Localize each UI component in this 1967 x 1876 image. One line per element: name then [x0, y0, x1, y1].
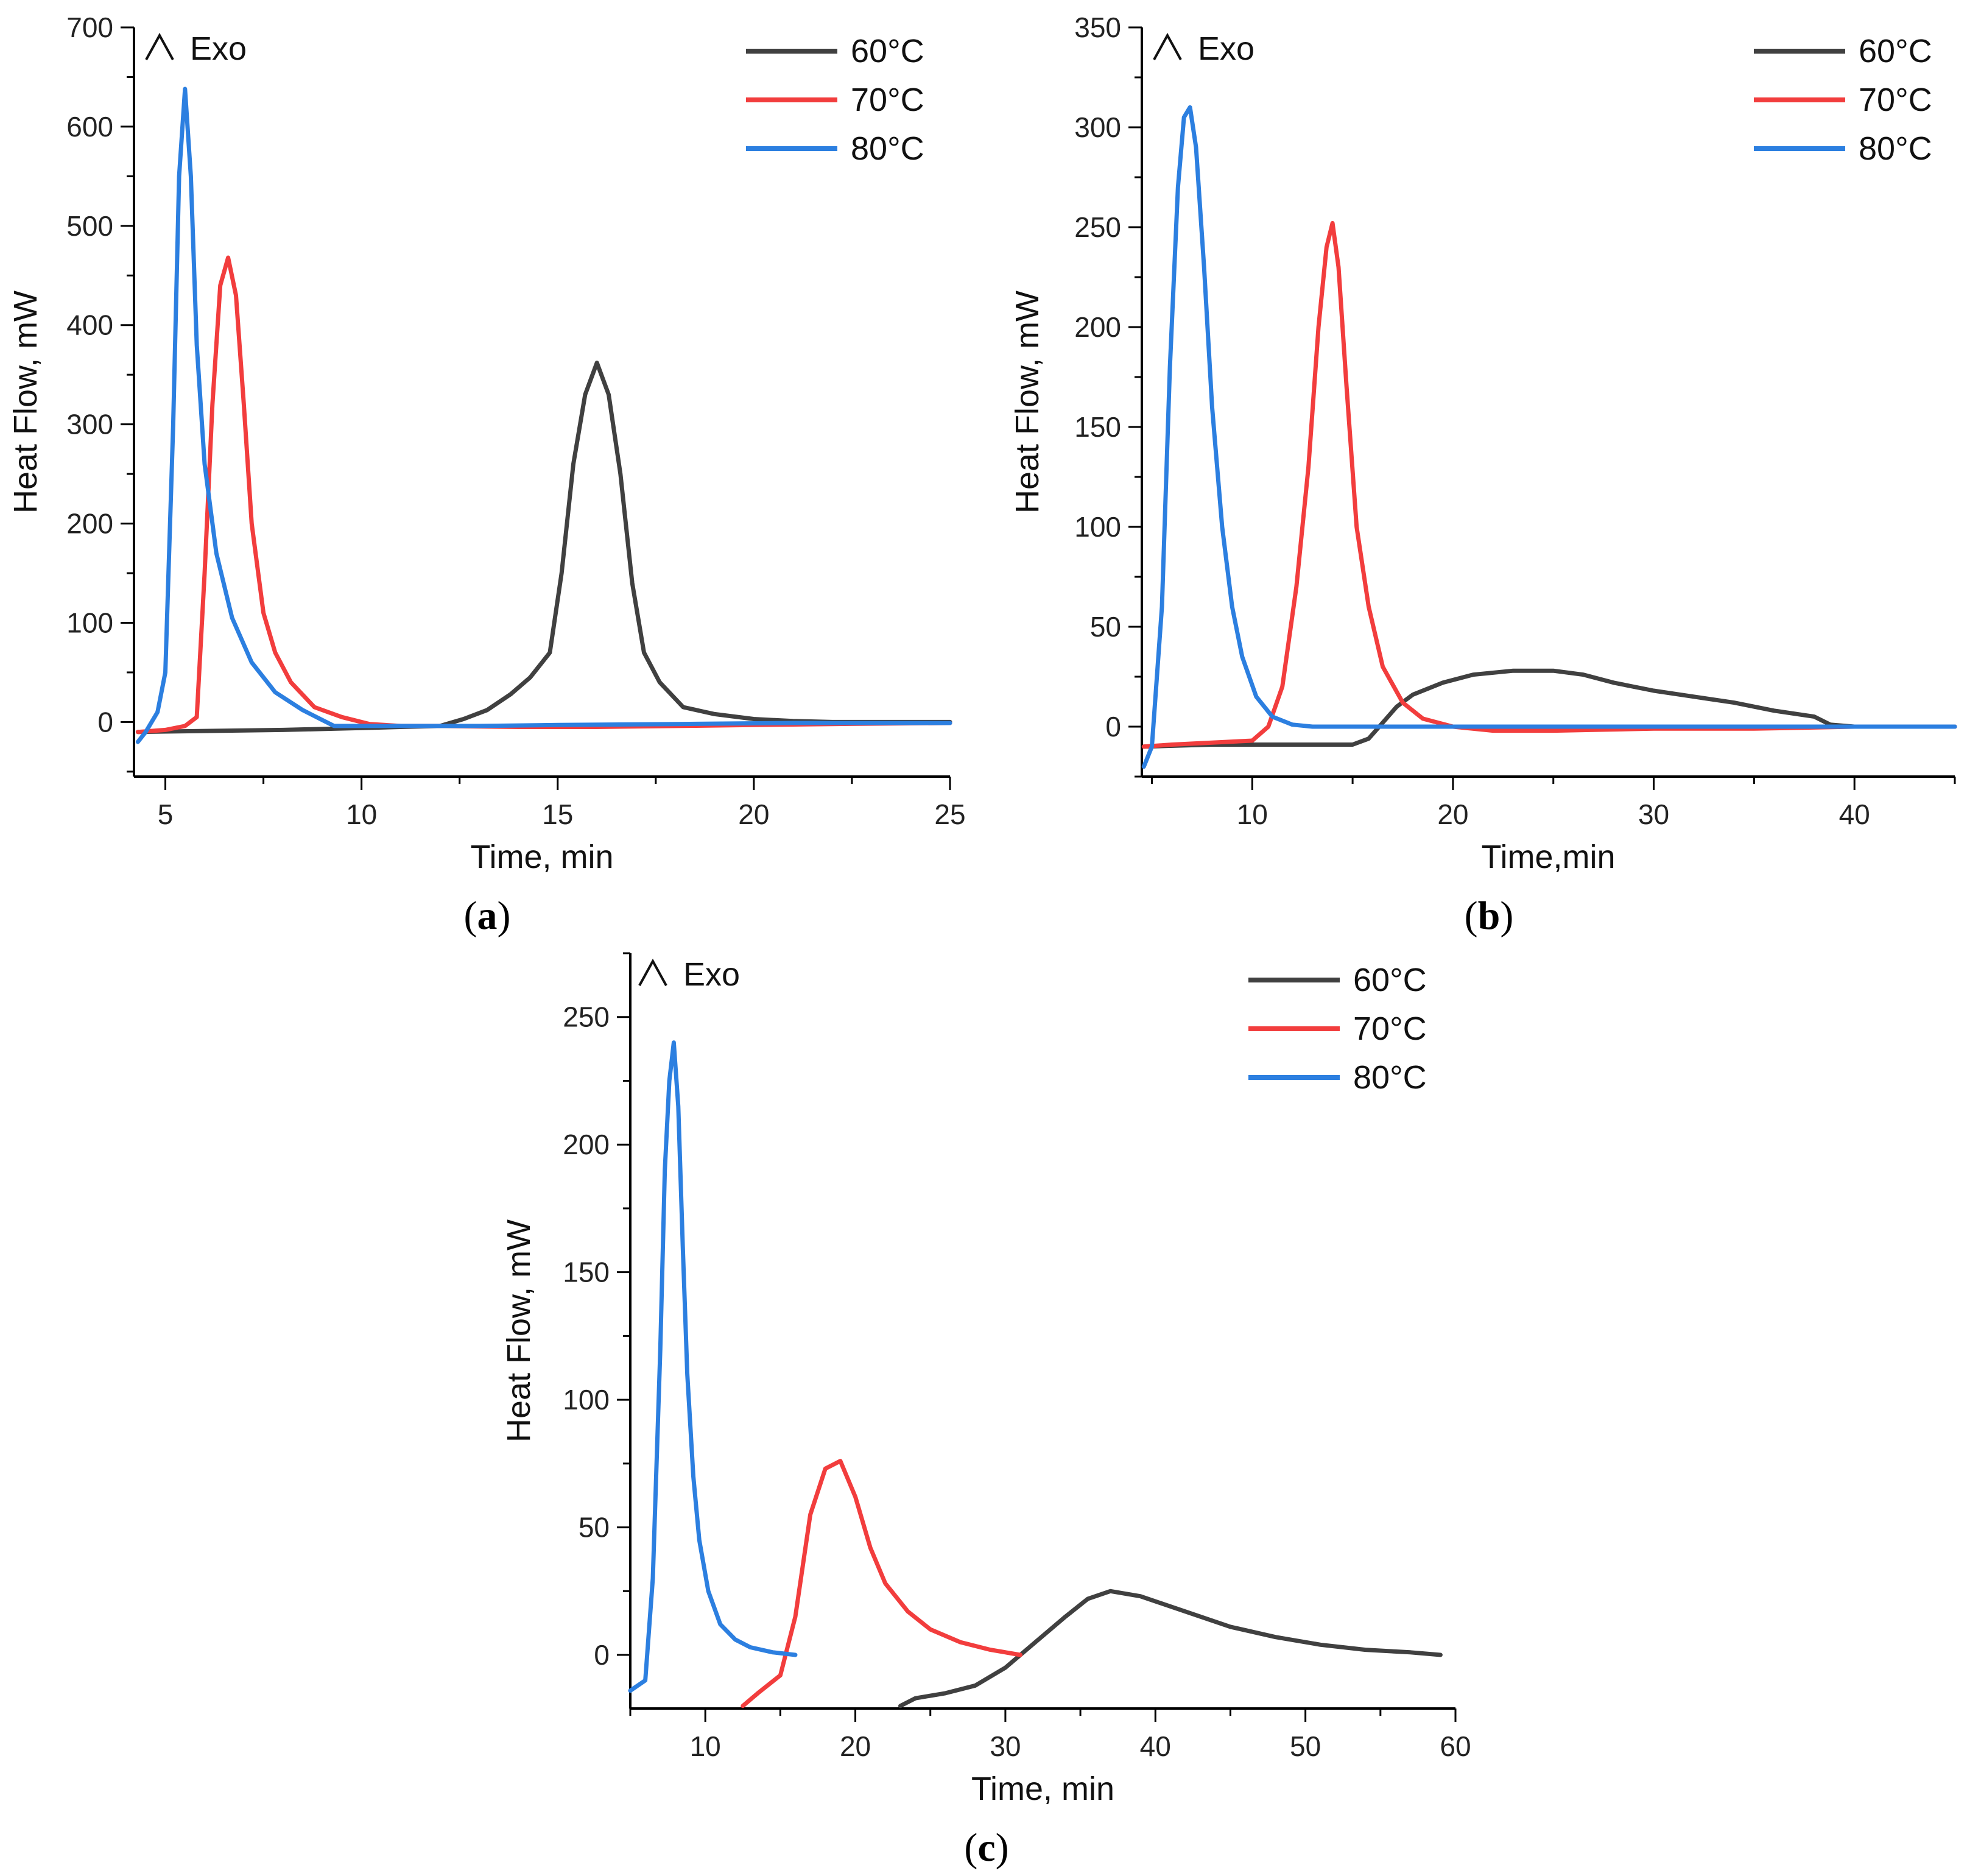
x-tick-label: 20 — [840, 1730, 871, 1762]
x-tick-label: 10 — [346, 799, 377, 830]
chart-panel-c: 10 20 30 40 50 60 0 50 100 150 200 250 Time, min Heat… — [501, 952, 1471, 1870]
y-axis-title: Heat Flow, mW — [7, 291, 44, 513]
panel-caption: (a) — [464, 894, 511, 938]
caption-close-paren: ) — [996, 1825, 1009, 1870]
x-tick-label: 50 — [1290, 1730, 1321, 1762]
legend-label: 60°C — [851, 33, 924, 69]
y-tick-label: 100 — [563, 1384, 610, 1416]
y-tick-label: 0 — [97, 706, 113, 738]
caption-close-paren: ) — [1500, 894, 1513, 938]
x-tick-label: 25 — [934, 799, 965, 830]
y-tick-label: 200 — [66, 508, 113, 540]
y-tick-label: 350 — [1074, 12, 1121, 43]
y-tick-label: 100 — [66, 607, 113, 638]
series-line-60c — [1141, 668, 1957, 749]
exo-annotation: Exo — [1198, 30, 1254, 67]
caption-letter: b — [1478, 894, 1501, 938]
x-tick-label: 15 — [542, 799, 573, 830]
y-tick-label: 50 — [1090, 611, 1121, 643]
panel-caption: (c) — [964, 1825, 1008, 1870]
series-line-80c — [135, 86, 952, 744]
x-axis-title: Time,min — [1481, 839, 1615, 875]
caption-letter: a — [477, 894, 498, 938]
series-line-80c — [1141, 105, 1957, 769]
y-tick-label: 150 — [1074, 411, 1121, 443]
legend-label: 80°C — [1859, 130, 1932, 167]
x-tick-label: 10 — [1237, 799, 1268, 830]
exo-arrow-icon — [1153, 32, 1182, 60]
y-tick-label: 50 — [579, 1512, 610, 1543]
y-tick-label: 300 — [66, 409, 113, 440]
x-tick-label: 40 — [1839, 799, 1870, 830]
x-tick-label: 20 — [738, 799, 769, 830]
series-line-70c — [1141, 220, 1957, 749]
y-tick-label: 700 — [66, 12, 113, 43]
exo-arrow-icon — [145, 32, 174, 60]
x-tick-label: 5 — [158, 799, 174, 830]
y-tick-label: 0 — [594, 1639, 610, 1671]
legend-label: 70°C — [1353, 1010, 1427, 1047]
legend-label: 80°C — [851, 130, 924, 167]
y-tick-label: 200 — [1074, 311, 1121, 343]
x-tick-label: 10 — [690, 1730, 721, 1762]
y-tick-label: 250 — [1074, 211, 1121, 243]
caption-close-paren: ) — [498, 894, 511, 938]
x-tick-label: 40 — [1140, 1730, 1171, 1762]
y-tick-label: 200 — [563, 1129, 610, 1160]
x-axis-title: Time, min — [470, 839, 613, 875]
legend-label: 80°C — [1353, 1059, 1427, 1096]
caption-open-paren: ( — [464, 894, 477, 938]
y-tick-label: 300 — [1074, 111, 1121, 143]
y-axis-title: Heat Flow, mW — [501, 1219, 537, 1442]
legend-label: 70°C — [851, 82, 924, 118]
caption-open-paren: ( — [1465, 894, 1478, 938]
legend-label: 60°C — [1353, 962, 1427, 998]
y-tick-label: 100 — [1074, 511, 1121, 543]
y-axis-title: Heat Flow, mW — [1009, 291, 1046, 513]
series-line-70c — [135, 255, 952, 735]
x-tick-label: 60 — [1440, 1730, 1471, 1762]
exo-annotation: Exo — [190, 30, 247, 67]
exo-arrow-icon — [638, 958, 667, 986]
x-tick-label: 30 — [990, 1730, 1021, 1762]
caption-open-paren: ( — [964, 1825, 977, 1870]
exo-annotation: Exo — [683, 956, 740, 993]
series-line-80c — [628, 1040, 798, 1693]
chart-panel-b: 10 20 30 40 0 50 100 150 200 250 300 350 Time,min Hea… — [1009, 12, 1957, 938]
series-line-60c — [135, 361, 952, 735]
y-tick-label: 250 — [563, 1001, 610, 1033]
x-axis-title: Time, min — [971, 1771, 1114, 1807]
y-tick-label: 500 — [66, 210, 113, 242]
x-tick-label: 30 — [1638, 799, 1669, 830]
y-tick-label: 0 — [1105, 711, 1121, 742]
legend-label: 70°C — [1859, 82, 1932, 118]
panel-caption: (b) — [1465, 894, 1514, 938]
y-tick-label: 400 — [66, 309, 113, 341]
x-tick-label: 20 — [1437, 799, 1468, 830]
caption-letter: c — [977, 1825, 995, 1870]
y-tick-label: 150 — [563, 1257, 610, 1288]
series-line-60c — [898, 1589, 1443, 1708]
series-line-70c — [741, 1459, 1022, 1708]
legend-label: 60°C — [1859, 33, 1932, 69]
chart-panel-a: 5 10 15 20 25 0 100 200 300 400 500 600 700 Time, min… — [7, 12, 966, 938]
y-tick-label: 600 — [66, 111, 113, 143]
